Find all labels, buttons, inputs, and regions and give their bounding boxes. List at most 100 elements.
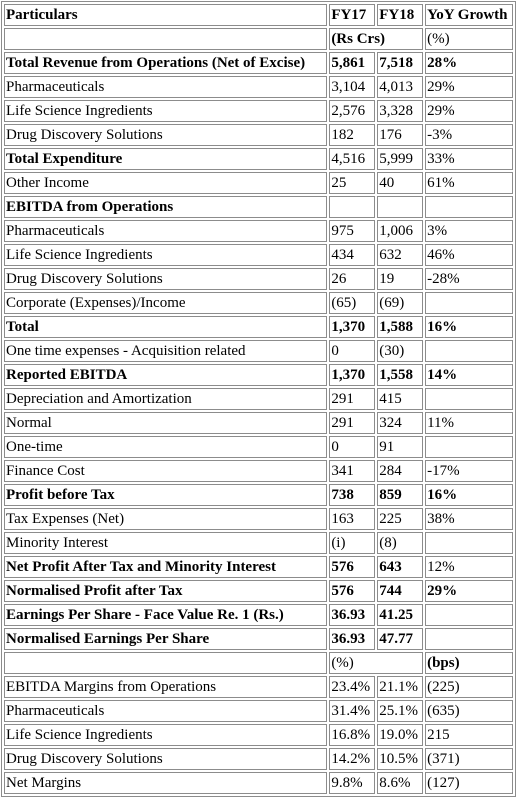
row-label: Minority Interest	[4, 532, 328, 554]
row-label: Total	[4, 316, 328, 338]
table-row: Finance Cost 341 284 -17%	[4, 460, 513, 482]
table-row: One-time 0 91	[4, 436, 513, 458]
row-fy18-value: 284	[377, 460, 424, 482]
row-yoy-value	[425, 388, 513, 410]
row-label: Tax Expenses (Net)	[4, 508, 328, 530]
row-fy18-value: 744	[377, 580, 424, 602]
row-fy17-value: 5,861	[329, 52, 376, 74]
table-row: EBITDA Margins from Operations 23.4% 21.1%…	[4, 676, 513, 698]
row-yoy-value: 12%	[425, 556, 513, 578]
row-fy18-value: 1,006	[377, 220, 424, 242]
row-fy18-value: 415	[377, 388, 424, 410]
row-fy17-value: 291	[329, 412, 376, 434]
header-yoy-growth: YoY Growth	[425, 4, 513, 26]
row-fy18-value: 19.0%	[377, 724, 424, 746]
row-fy18-value: 91	[377, 436, 424, 458]
table-row: Life Science Ingredients 2,576 3,328 29%	[4, 100, 513, 122]
row-label: Drug Discovery Solutions	[4, 124, 328, 146]
table-row: Normalised Earnings Per Share 36.93 47.77	[4, 628, 513, 650]
table-row: Earnings Per Share - Face Value Re. 1 (R…	[4, 604, 513, 626]
row-fy18-value: 21.1%	[377, 676, 424, 698]
table-row: Tax Expenses (Net) 163 225 38%	[4, 508, 513, 530]
table-row: Drug Discovery Solutions 26 19 -28%	[4, 268, 513, 290]
row-yoy-value: -3%	[425, 124, 513, 146]
table-row: Net Profit After Tax and Minority Intere…	[4, 556, 513, 578]
row-unit-fy: (%)	[329, 652, 424, 674]
row-label: Life Science Ingredients	[4, 100, 328, 122]
row-fy17-value: 1,370	[329, 316, 376, 338]
row-yoy-value: (371)	[425, 748, 513, 770]
row-fy18-value: 632	[377, 244, 424, 266]
row-fy17-value: 25	[329, 172, 376, 194]
row-yoy-value: 46%	[425, 244, 513, 266]
row-yoy-value	[425, 604, 513, 626]
table-row: Pharmaceuticals 3,104 4,013 29%	[4, 76, 513, 98]
table-row: Reported EBITDA 1,370 1,558 14%	[4, 364, 513, 386]
table-row: Profit before Tax 738 859 16%	[4, 484, 513, 506]
row-label: One-time	[4, 436, 328, 458]
row-yoy-value: 3%	[425, 220, 513, 242]
row-yoy-value: (225)	[425, 676, 513, 698]
row-yoy-value: 61%	[425, 172, 513, 194]
row-label: Other Income	[4, 172, 328, 194]
row-fy18-value: 10.5%	[377, 748, 424, 770]
row-yoy-value: 11%	[425, 412, 513, 434]
row-fy17-value: 0	[329, 436, 376, 458]
row-fy17-value: 4,516	[329, 148, 376, 170]
row-fy18-value: 225	[377, 508, 424, 530]
row-fy17-value: 341	[329, 460, 376, 482]
table-row: Minority Interest (i) (8)	[4, 532, 513, 554]
row-label: Net Profit After Tax and Minority Intere…	[4, 556, 328, 578]
row-yoy-value	[425, 628, 513, 650]
row-fy17-value: 36.93	[329, 604, 376, 626]
row-yoy-value	[425, 532, 513, 554]
row-fy18-value: 7,518	[377, 52, 424, 74]
row-yoy-value: 16%	[425, 316, 513, 338]
row-label: Life Science Ingredients	[4, 244, 328, 266]
row-fy18-value: 176	[377, 124, 424, 146]
row-label: Depreciation and Amortization	[4, 388, 328, 410]
row-yoy-value: 29%	[425, 580, 513, 602]
row-yoy-value: 38%	[425, 508, 513, 530]
row-yoy-value: 33%	[425, 148, 513, 170]
header-fy18: FY18	[377, 4, 424, 26]
row-fy17-value: (i)	[329, 532, 376, 554]
table-row: Life Science Ingredients 16.8% 19.0% 215	[4, 724, 513, 746]
row-fy17-value: 738	[329, 484, 376, 506]
row-yoy-value: 28%	[425, 52, 513, 74]
row-fy17-value: 576	[329, 580, 376, 602]
row-yoy-value	[425, 340, 513, 362]
row-label: EBITDA Margins from Operations	[4, 676, 328, 698]
row-fy18-value: 1,558	[377, 364, 424, 386]
row-yoy-value: 29%	[425, 100, 513, 122]
row-unit-yoy: (%)	[425, 28, 513, 50]
row-yoy-value: (635)	[425, 700, 513, 722]
table-row: Depreciation and Amortization 291 415	[4, 388, 513, 410]
row-fy17-value: 14.2%	[329, 748, 376, 770]
row-yoy-value	[425, 196, 513, 218]
table-row: Normalised Profit after Tax 576 744 29%	[4, 580, 513, 602]
row-yoy-value: 14%	[425, 364, 513, 386]
row-fy17-value: 36.93	[329, 628, 376, 650]
row-label: Net Margins	[4, 772, 328, 794]
table-row: (Rs Crs) (%)	[4, 28, 513, 50]
row-fy17-value: 576	[329, 556, 376, 578]
row-fy17-value: (65)	[329, 292, 376, 314]
row-fy17-value: 3,104	[329, 76, 376, 98]
row-yoy-value	[425, 436, 513, 458]
row-fy18-value: (8)	[377, 532, 424, 554]
row-label: Earnings Per Share - Face Value Re. 1 (R…	[4, 604, 328, 626]
row-yoy-value: 29%	[425, 76, 513, 98]
table-row: Pharmaceuticals 975 1,006 3%	[4, 220, 513, 242]
table-row: EBITDA from Operations	[4, 196, 513, 218]
row-label: Pharmaceuticals	[4, 220, 328, 242]
row-fy18-value: 41.25	[377, 604, 424, 626]
row-fy17-value: 0	[329, 340, 376, 362]
row-fy18-value: (30)	[377, 340, 424, 362]
row-label: EBITDA from Operations	[4, 196, 328, 218]
row-fy18-value: 3,328	[377, 100, 424, 122]
row-label: Profit before Tax	[4, 484, 328, 506]
table-row: One time expenses - Acquisition related 0…	[4, 340, 513, 362]
row-fy18-value: 1,588	[377, 316, 424, 338]
